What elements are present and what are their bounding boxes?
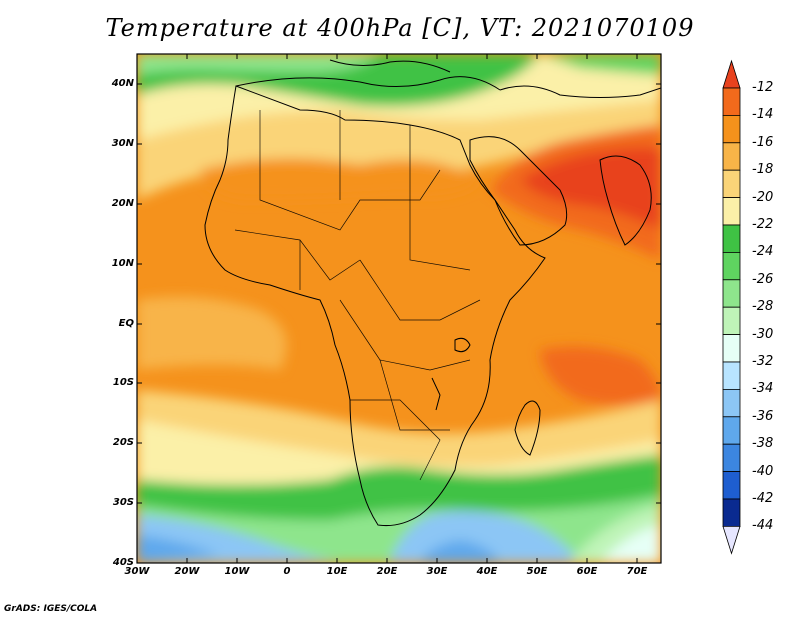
colorbar-label: -40: [752, 463, 774, 479]
lon-label-30e: 30E: [426, 566, 448, 577]
colorbar-label: -32: [752, 354, 774, 369]
colorbar-label: -42: [752, 491, 774, 506]
lat-label-30s: 30S: [112, 497, 134, 508]
colorbar-label: -26: [752, 271, 774, 287]
colorbar-swatch: [722, 197, 741, 226]
lat-label-40s: 40S: [112, 557, 134, 568]
colorbar-label: -18: [752, 162, 774, 178]
lat-label-10n: 10N: [111, 258, 134, 269]
colorbar-swatch: [722, 115, 741, 144]
colorbar: [722, 59, 741, 555]
colorbar-top-arrow: [722, 59, 741, 89]
colorbar-swatch: [722, 388, 741, 418]
colorbar-swatch: [722, 87, 741, 116]
plot-frame: [136, 53, 662, 564]
colorbar-swatch: [722, 471, 741, 500]
page-title: Temperature at 400hPa [C], VT: 202107010…: [105, 14, 695, 42]
colorbar-swatch: [722, 251, 741, 281]
colorbar-swatch: [722, 224, 741, 253]
colorbar-swatch: [722, 361, 741, 390]
colorbar-label: -30: [752, 326, 774, 342]
colorbar-swatch: [722, 279, 741, 308]
lon-label-70e: 70E: [626, 566, 648, 577]
colorbar-label: -36: [752, 408, 774, 424]
lat-label-10s: 10S: [112, 377, 134, 388]
colorbar-label: -34: [752, 381, 774, 397]
colorbar-swatch: [722, 498, 741, 527]
lon-label-60e: 60E: [576, 566, 598, 577]
colorbar-label: -20: [752, 189, 774, 205]
colorbar-label: -24: [752, 244, 774, 260]
colorbar-swatch: [722, 142, 741, 171]
credit-label: GrADS: IGES/COLA: [4, 604, 98, 614]
colorbar-label: -16: [752, 134, 774, 150]
lon-label-50e: 50E: [526, 566, 548, 577]
colorbar-swatch: [722, 416, 741, 445]
colorbar-label: -14: [752, 107, 774, 123]
lon-label-10w: 10W: [224, 566, 250, 577]
colorbar-label: -12: [752, 80, 774, 95]
colorbar-swatch: [722, 334, 741, 363]
coastlines: [204, 59, 661, 526]
lat-ticks: [137, 83, 661, 504]
lon-ticks: [186, 54, 638, 563]
lon-label-0: 0: [283, 566, 291, 577]
country-borders: [234, 110, 481, 481]
lon-label-40e: 40E: [476, 566, 498, 577]
colorbar-swatch: [722, 169, 741, 198]
lat-label-20s: 20S: [112, 437, 134, 448]
colorbar-label: -22: [752, 217, 774, 232]
lat-label-20n: 20N: [111, 198, 134, 209]
colorbar-label: -38: [752, 436, 774, 452]
colorbar-bottom-arrow: [722, 526, 741, 555]
lat-label-eq: EQ: [118, 318, 134, 329]
lat-label-40n: 40N: [111, 78, 134, 89]
colorbar-label: -44: [752, 518, 774, 534]
lon-label-10e: 10E: [326, 566, 348, 577]
colorbar-swatch: [722, 443, 741, 473]
temperature-field: [137, 54, 661, 563]
colorbar-label: -28: [752, 299, 774, 315]
colorbar-swatch: [722, 306, 741, 336]
lon-label-20e: 20E: [376, 566, 398, 577]
lon-label-30w: 30W: [124, 566, 150, 577]
lon-label-20w: 20W: [174, 566, 200, 577]
lat-label-30n: 30N: [111, 138, 134, 149]
